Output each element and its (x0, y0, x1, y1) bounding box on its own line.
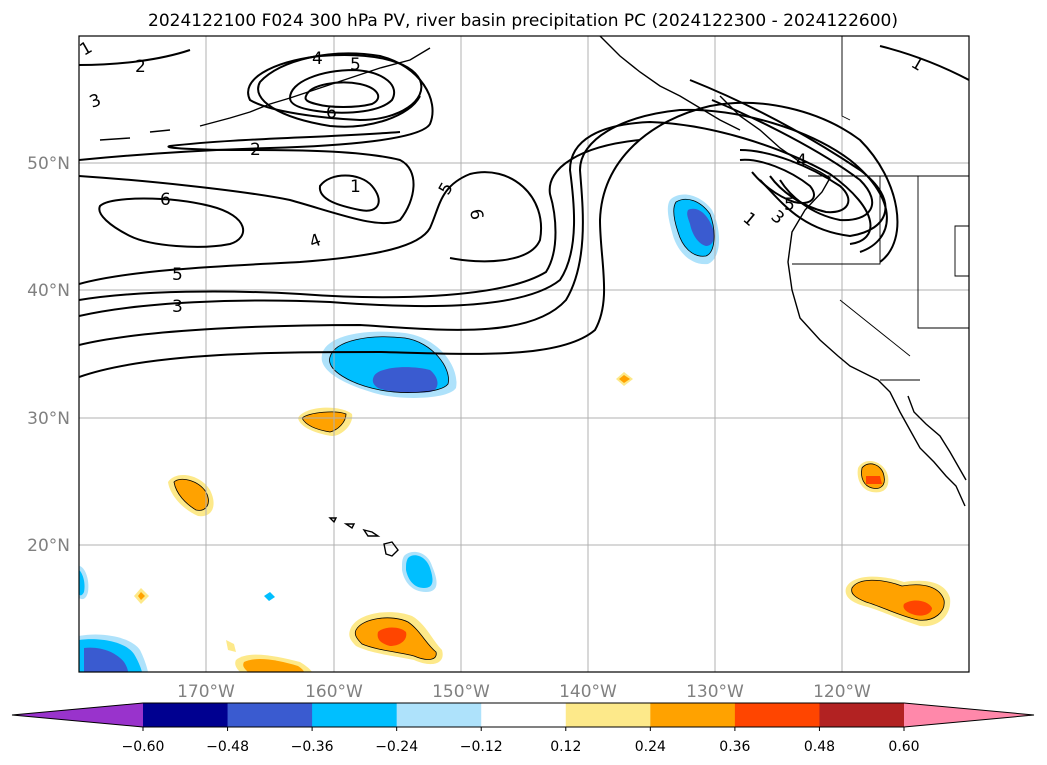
pv-contour (79, 131, 415, 225)
colorbar-tick-label: 0.48 (804, 739, 835, 755)
lon-tick-label: 150°W (432, 682, 490, 702)
pv-contour (79, 101, 899, 378)
pv-contour (739, 149, 850, 214)
lat-tick-label: 40°N (27, 281, 70, 301)
colorbar-tick-label: −0.12 (460, 739, 503, 755)
contour-label: 1 (350, 177, 361, 197)
pv-contour (79, 139, 641, 301)
contour-label: 2 (250, 140, 261, 160)
aleutian-islands (99, 47, 431, 141)
lon-tick-label: 170°W (177, 682, 235, 702)
lon-tick-label: 120°W (813, 682, 871, 702)
positive-anomaly-area (138, 592, 145, 600)
pv-contour (304, 81, 380, 108)
positive-anomaly-area (174, 479, 209, 511)
lat-tick-label: 30°N (27, 409, 70, 429)
colorbar-extend-low (12, 703, 143, 727)
colorbar-tick-label: −0.24 (375, 739, 418, 755)
alaska-coast (599, 36, 741, 131)
contour-label: 5 (350, 55, 361, 75)
negative-anomaly-area (687, 208, 714, 246)
lat-tick-labels: 20°N 30°N 40°N 50°N (27, 154, 70, 556)
colorbar-tick-label: −0.48 (206, 739, 249, 755)
contour-label: 6 (326, 103, 337, 123)
colorbar-bin (819, 703, 905, 727)
contour-label: 4 (796, 151, 807, 171)
contour-label: 5 (784, 195, 795, 215)
positive-anomaly-area (243, 659, 304, 672)
contour-label: 3 (172, 297, 183, 317)
pv-contour (739, 158, 815, 204)
colorbar-bin (143, 703, 229, 727)
hawaii-islands (328, 517, 399, 557)
map-frame (78, 35, 970, 673)
colorbar-tick-label: 0.36 (719, 739, 750, 755)
colorbar-bin (565, 703, 651, 727)
contour-label: 2 (135, 57, 146, 77)
coastlines (99, 36, 969, 557)
contour-label: 4 (312, 49, 323, 69)
negative-anomaly-area (406, 555, 433, 588)
colorbar-tick-label: 0.60 (888, 739, 919, 755)
positive-anomaly-area (377, 627, 407, 646)
shading-outlines (173, 198, 945, 660)
colorbar-extend-high (904, 703, 1034, 727)
negative-anomaly-area (264, 592, 275, 601)
map-panel: 1 2 3 4 5 6 2 1 6 4 5 3 5 6 1 3 4 5 1 (27, 35, 970, 702)
positive-anomaly-area (226, 640, 236, 652)
colorbar-tick-label: 0.12 (550, 739, 581, 755)
lat-tick-label: 20°N (27, 536, 70, 556)
colorbar-bin (396, 703, 482, 727)
colorbar-tick-label: −0.36 (291, 739, 334, 755)
precip-shading (79, 194, 951, 672)
colorbar-bin (481, 703, 567, 727)
colorbar-tick-label: 0.24 (635, 739, 666, 755)
state-borders (792, 36, 969, 381)
contour-label: 6 (160, 190, 171, 210)
positive-anomaly-area (619, 375, 630, 383)
lat-tick-label: 50°N (27, 154, 70, 174)
lon-tick-labels: 170°W 160°W 150°W 140°W 130°W 120°W (177, 682, 871, 702)
negative-anomaly-area (372, 367, 438, 393)
pv-contours (79, 45, 969, 378)
colorbar-tick-label: −0.60 (122, 739, 165, 755)
colorbar-bin (650, 703, 736, 727)
pv-contour (79, 49, 191, 66)
colorbar-bin (312, 703, 398, 727)
pv-contour (79, 108, 888, 346)
contour-label: 5 (172, 265, 183, 285)
pv-contour (711, 99, 873, 222)
pv-contour (247, 54, 423, 122)
north-america-coastline (719, 95, 966, 507)
pv-contour (288, 68, 396, 114)
colorbar: −0.60 −0.48 −0.36 −0.24 −0.12 0.12 0.24 0.36 0.4… (11, 702, 1035, 755)
pv-contour (318, 174, 380, 212)
pv-contour (79, 120, 872, 317)
positive-anomaly-area (866, 476, 882, 484)
baja-coastline (907, 395, 967, 481)
pv-contour (689, 79, 887, 238)
lon-tick-label: 140°W (559, 682, 617, 702)
lon-tick-label: 130°W (686, 682, 744, 702)
contour-label: 6 (465, 207, 487, 221)
plot-title: 2024122100 F024 300 hPa PV, river basin … (148, 11, 898, 31)
pv-contour (79, 171, 543, 285)
colorbar-bin (734, 703, 820, 727)
lon-tick-label: 160°W (305, 682, 363, 702)
pv-contour (98, 197, 245, 248)
negative-anomaly-area (79, 570, 85, 596)
pv-contour (879, 45, 969, 81)
positive-anomaly-area (903, 600, 932, 616)
negative-anomaly-area (84, 647, 128, 672)
colorbar-bin (227, 703, 313, 727)
